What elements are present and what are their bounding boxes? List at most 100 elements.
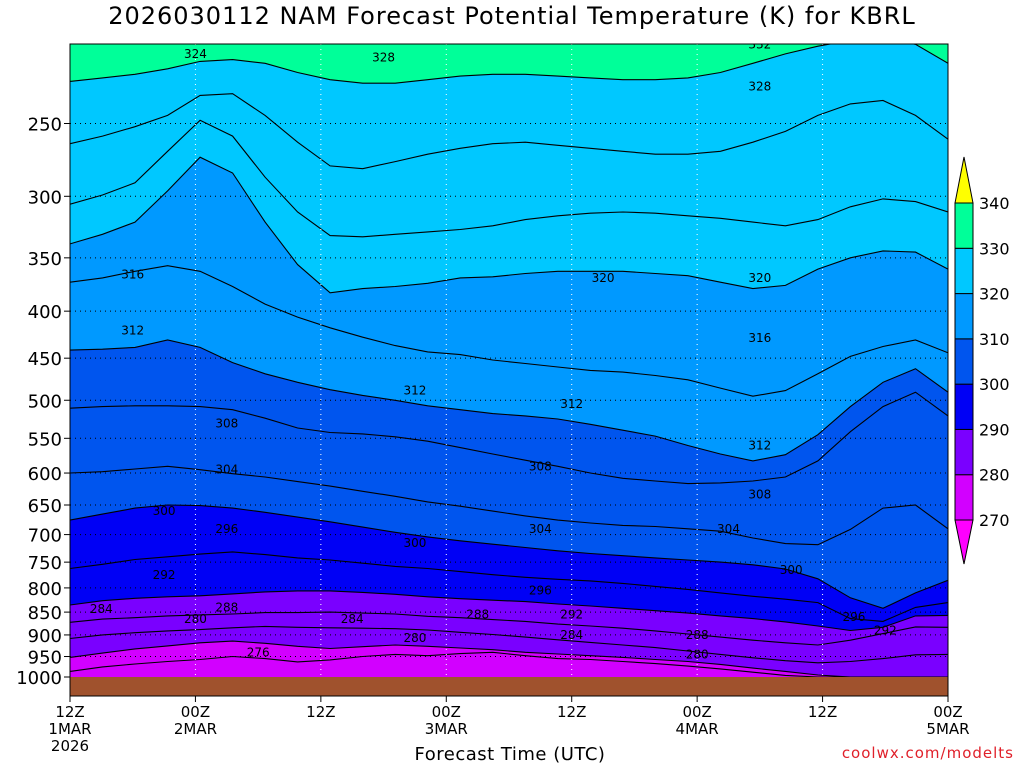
contour-label-328: 328 bbox=[748, 80, 771, 94]
contour-label-320: 320 bbox=[748, 271, 771, 285]
x-tick-label-6-0: 12Z bbox=[808, 703, 837, 721]
contour-label-296: 296 bbox=[529, 583, 552, 597]
x-tick-label-3-1: 3MAR bbox=[425, 720, 468, 738]
y-tick-label-900: 900 bbox=[28, 626, 62, 647]
y-tick-label-1000: 1000 bbox=[16, 668, 62, 689]
theta-contour-layer bbox=[70, 44, 948, 678]
colorbar-band-310 bbox=[954, 293, 974, 340]
theta-fill-332 bbox=[70, 44, 948, 84]
contour-304 bbox=[70, 465, 948, 546]
plot-frame bbox=[69, 43, 949, 697]
contour-label-300: 300 bbox=[780, 563, 803, 577]
contour-label-288: 288 bbox=[686, 628, 709, 642]
y-tick-label-600: 600 bbox=[28, 464, 62, 485]
contour-300 bbox=[70, 504, 948, 609]
contour-332 bbox=[70, 44, 948, 84]
x-tick-label-5-1: 4MAR bbox=[676, 720, 719, 738]
contour-label-276: 276 bbox=[247, 645, 270, 659]
colorbar-low-arrow bbox=[954, 519, 974, 565]
ground-surface bbox=[70, 677, 948, 696]
colorbar-label-270: 270 bbox=[979, 511, 1010, 530]
x-tick-label-0-1: 1MAR bbox=[48, 720, 91, 738]
colorbar-band-320 bbox=[954, 247, 974, 295]
colorbar-label-300: 300 bbox=[979, 375, 1010, 394]
contour-label-312: 312 bbox=[121, 324, 144, 338]
contour-label-312: 312 bbox=[403, 384, 426, 398]
contour-320 bbox=[70, 156, 948, 294]
x-tick-label-5-0: 00Z bbox=[682, 703, 711, 721]
y-tick-label-300: 300 bbox=[28, 187, 62, 208]
x-tick-label-7-1: 5MAR bbox=[926, 720, 969, 738]
contour-316 bbox=[70, 265, 948, 397]
contour-label-304: 304 bbox=[529, 522, 552, 536]
contour-label-308: 308 bbox=[215, 417, 238, 431]
contour-label-312: 312 bbox=[748, 438, 771, 452]
credit-link[interactable]: coolwx.com/modelts bbox=[841, 744, 1014, 762]
contour-label-312: 312 bbox=[560, 397, 583, 411]
contour-label-304: 304 bbox=[717, 522, 740, 536]
contour-label-300: 300 bbox=[403, 536, 426, 550]
x-tick-label-2-0: 12Z bbox=[306, 703, 335, 721]
colorbar-label-290: 290 bbox=[979, 420, 1010, 439]
colorbar-label-310: 310 bbox=[979, 330, 1010, 349]
contour-324 bbox=[70, 119, 948, 238]
contour-label-292: 292 bbox=[153, 568, 176, 582]
x-axis-title: Forecast Time (UTC) bbox=[414, 744, 606, 765]
contour-label-292: 292 bbox=[560, 607, 583, 621]
y-tick-label-500: 500 bbox=[28, 391, 62, 412]
contour-label-324: 324 bbox=[184, 47, 207, 61]
colorbar-label-330: 330 bbox=[979, 239, 1010, 258]
contour-label-288: 288 bbox=[466, 607, 489, 621]
x-tick-label-4-0: 12Z bbox=[557, 703, 586, 721]
colorbar: 270 280 290 300 310 320 330 340 bbox=[954, 156, 1010, 565]
contour-284 bbox=[70, 625, 948, 664]
contour-label-332: 332 bbox=[748, 37, 771, 51]
contour-label-280: 280 bbox=[686, 647, 709, 661]
chart-title: 2026030112 NAM Forecast Potential Temper… bbox=[108, 2, 916, 30]
contour-label-300: 300 bbox=[153, 504, 176, 518]
x-tick-label-0-2: 2026 bbox=[51, 737, 89, 755]
contour-label-288: 288 bbox=[215, 600, 238, 614]
colorbar-label-280: 280 bbox=[979, 466, 1010, 485]
colorbar-high-arrow bbox=[954, 156, 974, 204]
y-tick-label-950: 950 bbox=[28, 648, 62, 669]
contour-328 bbox=[70, 93, 948, 170]
contour-label-280: 280 bbox=[184, 612, 207, 626]
x-tick-label-1-0: 00Z bbox=[181, 703, 210, 721]
y-tick-label-550: 550 bbox=[28, 429, 62, 450]
contour-312 bbox=[70, 339, 948, 462]
y-tick-label-350: 350 bbox=[28, 249, 62, 270]
contour-288 bbox=[70, 611, 948, 646]
x-tick-label-0-0: 12Z bbox=[55, 703, 84, 721]
y-tick-label-250: 250 bbox=[28, 115, 62, 136]
colorbar-band-290 bbox=[954, 383, 974, 430]
y-tick-label-400: 400 bbox=[28, 302, 62, 323]
gridlines bbox=[70, 44, 948, 696]
x-tick-label-3-0: 00Z bbox=[432, 703, 461, 721]
contour-label-layer: 324 328 332 328 316 320 320 312 316 312 312 308 312 3… bbox=[90, 37, 897, 661]
y-tick-label-800: 800 bbox=[28, 579, 62, 600]
contour-label-304: 304 bbox=[215, 463, 238, 477]
contour-label-296: 296 bbox=[842, 610, 865, 624]
contour-label-296: 296 bbox=[215, 522, 238, 536]
colorbar-band-280 bbox=[954, 428, 974, 476]
y-axis: 2503003504004505005506006507007508008509… bbox=[16, 115, 70, 689]
contour-label-308: 308 bbox=[529, 459, 552, 473]
contour-label-284: 284 bbox=[90, 602, 113, 616]
x-tick-label-7-0: 00Z bbox=[933, 703, 962, 721]
contour-label-280: 280 bbox=[403, 631, 426, 645]
y-tick-label-650: 650 bbox=[28, 496, 62, 517]
contour-label-316: 316 bbox=[121, 268, 144, 282]
colorbar-band-300 bbox=[954, 338, 974, 385]
contour-276 bbox=[70, 651, 948, 678]
contour-label-316: 316 bbox=[748, 331, 771, 345]
colorbar-label-320: 320 bbox=[979, 285, 1010, 304]
contour-label-328: 328 bbox=[372, 51, 395, 65]
colorbar-band-330 bbox=[954, 202, 974, 249]
contour-292 bbox=[70, 590, 948, 632]
contour-280 bbox=[70, 640, 948, 678]
contour-308 bbox=[70, 391, 948, 485]
theta-fill-328 bbox=[70, 44, 948, 169]
contour-label-284: 284 bbox=[341, 612, 364, 626]
